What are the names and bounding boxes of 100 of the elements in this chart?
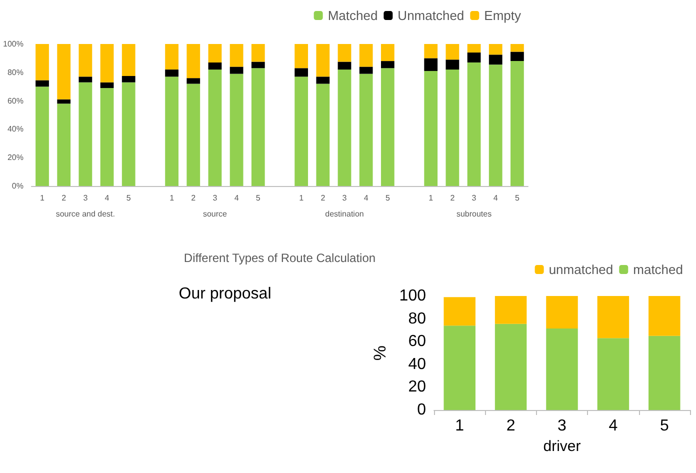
y-axis-title: % [370, 345, 390, 361]
bar [230, 74, 244, 186]
legend-label: Matched [328, 8, 378, 23]
bar [208, 70, 222, 186]
y-tick-label: 80% [7, 68, 24, 77]
bar [122, 44, 136, 76]
bar [446, 60, 460, 70]
bar [494, 296, 527, 324]
x-tick-label: 4 [364, 194, 369, 202]
bar [230, 66, 244, 74]
bar [316, 76, 330, 84]
bar [122, 82, 136, 186]
bar [359, 74, 373, 186]
bar [380, 61, 394, 68]
bar [36, 80, 49, 87]
bar [424, 58, 438, 71]
x-tick-label: 4 [104, 194, 110, 202]
x-axis-title: Different Types of Route Calculation [184, 251, 376, 265]
bar [446, 70, 460, 186]
bar [100, 82, 114, 88]
y-tick-label: 20% [7, 153, 24, 162]
bar [57, 104, 71, 186]
y-tick-label: 100 [399, 288, 426, 304]
bar [467, 52, 481, 62]
bar [510, 52, 524, 62]
legend-label: matched [633, 262, 684, 277]
bar [165, 44, 178, 70]
bar [57, 44, 71, 100]
x-tick-label: 5 [385, 194, 390, 202]
bar [648, 336, 680, 410]
x-tick-label: 1 [40, 194, 46, 202]
bar [122, 76, 136, 82]
bar [208, 44, 222, 62]
y-tick-label: 80 [408, 310, 426, 328]
bar [251, 44, 265, 62]
bar [488, 54, 502, 65]
bar [467, 62, 481, 186]
bar [444, 297, 476, 326]
bar [316, 44, 330, 77]
bar [488, 44, 502, 55]
bar [488, 64, 502, 186]
x-tick-label: 3 [558, 418, 567, 434]
y-tick-label: 40% [7, 124, 24, 134]
x-tick-label: 1 [170, 194, 175, 202]
bar [230, 44, 244, 67]
bar [294, 68, 308, 77]
bar [359, 44, 373, 67]
bar [494, 324, 527, 410]
y-tick-label: 60% [7, 96, 24, 106]
text: source [202, 210, 228, 218]
x-tick-label: 3 [212, 194, 218, 202]
bar [446, 44, 460, 60]
bar [359, 66, 373, 74]
y-tick-label: 40 [408, 356, 426, 373]
bar [380, 68, 394, 186]
legend-label: Empty [484, 8, 522, 23]
bar [510, 44, 524, 52]
x-tick-label: 1 [428, 194, 434, 202]
y-tick-label: 0% [12, 182, 24, 190]
bar [338, 62, 352, 70]
x-tick-label: 2 [506, 418, 516, 434]
x-tick-label: 2 [62, 194, 67, 202]
bar [208, 62, 222, 70]
y-tick-label: 0 [417, 402, 426, 418]
x-tick-label: 5 [514, 194, 520, 202]
x-tick-label: 3 [83, 194, 88, 202]
x-tick-label: 2 [450, 194, 456, 202]
bar [165, 76, 178, 186]
y-tick-label: 100% [2, 40, 24, 48]
bar [467, 44, 481, 53]
bar [186, 44, 200, 78]
bar [78, 82, 92, 186]
bar [36, 44, 49, 80]
x-tick-label: 1 [299, 194, 304, 202]
y-tick-label: 20 [408, 378, 426, 396]
bar [380, 44, 394, 62]
bar [597, 338, 630, 410]
bar [338, 44, 352, 62]
x-tick-label: 2 [191, 194, 196, 202]
x-tick-label: 5 [660, 418, 669, 434]
legend-label: Unmatched [398, 8, 464, 23]
bar [546, 296, 578, 328]
bar [186, 78, 200, 84]
text: subroutes [456, 210, 492, 218]
bar [36, 86, 49, 186]
text: destination [325, 210, 364, 218]
x-tick-label: 5 [126, 194, 132, 202]
bar [165, 70, 178, 77]
bar [316, 84, 330, 186]
bar [648, 296, 680, 336]
bar [78, 44, 92, 77]
bar [546, 328, 578, 410]
bar [444, 326, 476, 410]
bar [510, 61, 524, 186]
bar [186, 84, 200, 186]
bar [597, 296, 630, 338]
x-axis-title: driver [543, 438, 581, 455]
bar [100, 44, 114, 82]
x-tick-label: 4 [493, 194, 498, 202]
bar [57, 99, 71, 104]
